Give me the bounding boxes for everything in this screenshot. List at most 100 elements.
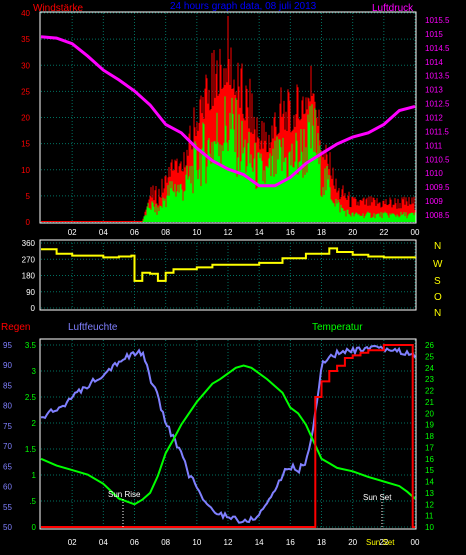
wind-x-tick-label: 00 bbox=[411, 228, 420, 237]
temperature-y-tick-label: 18 bbox=[425, 432, 434, 441]
pressure-y-tick-label: 1015 bbox=[425, 30, 443, 39]
pressure-y-tick-label: 1013 bbox=[425, 86, 443, 95]
rain-y-tick-label: 2.5 bbox=[25, 393, 37, 402]
pressure-y-tick-label: 1009.5 bbox=[425, 183, 450, 192]
lower-tick-labels: 02 04 06 08 10 12 14 16 18 20 22 000.511.522.533.55… bbox=[3, 341, 434, 547]
wind-x-tick-label: 16 bbox=[286, 228, 295, 237]
lower-x-tick-label: 04 bbox=[99, 538, 108, 547]
direction-y-tick-label: 0 bbox=[31, 304, 36, 313]
wind-y-tick-label: 0 bbox=[26, 218, 31, 227]
temperature-y-tick-label: 25 bbox=[425, 352, 434, 361]
pressure-y-tick-label: 1011.5 bbox=[425, 127, 449, 136]
pressure-axis-title: Luftdruck bbox=[372, 3, 414, 14]
wind-axis-title: Windstärke bbox=[33, 3, 83, 14]
rain-y-tick-label: 0 bbox=[32, 523, 37, 532]
lower-x-tick-label: 20 bbox=[348, 538, 357, 547]
pressure-series bbox=[40, 35, 416, 188]
wind-x-tick-label: 02 bbox=[68, 228, 77, 237]
temperature-y-tick-label: 15 bbox=[425, 466, 434, 475]
humidity-y-tick-label: 80 bbox=[3, 402, 12, 411]
humidity-y-tick-label: 70 bbox=[3, 442, 12, 451]
humidity-line bbox=[40, 344, 416, 524]
wind-x-tick-label: 10 bbox=[192, 228, 201, 237]
rain-y-tick-label: .5 bbox=[29, 497, 36, 506]
wind-y-tick-label: 30 bbox=[21, 61, 30, 70]
direction-grid bbox=[41, 242, 416, 309]
lower-x-tick-label: 06 bbox=[130, 538, 139, 547]
sunrise-label: Sun Rise bbox=[108, 490, 141, 499]
temperature-y-tick-label: 19 bbox=[425, 421, 434, 430]
rain-y-tick-label: 1.5 bbox=[25, 445, 37, 454]
humidity-y-tick-label: 75 bbox=[3, 422, 12, 431]
direction-series bbox=[41, 247, 416, 282]
wind-y-tick-label: 40 bbox=[21, 9, 30, 18]
pressure-y-tick-label: 1014.5 bbox=[425, 44, 450, 53]
direction-plot-frame bbox=[39, 239, 417, 311]
wind-x-tick-label: 06 bbox=[130, 228, 139, 237]
pressure-y-tick-label: 1008.5 bbox=[425, 211, 450, 220]
humidity-y-tick-label: 65 bbox=[3, 462, 12, 471]
direction-line bbox=[41, 247, 416, 282]
lower-x-tick-label: 00 bbox=[411, 538, 420, 547]
wind-x-tick-label: 14 bbox=[255, 228, 264, 237]
rain-y-tick-label: 1 bbox=[32, 471, 37, 480]
rain-line bbox=[41, 344, 415, 528]
temperature-y-tick-label: 20 bbox=[425, 409, 434, 418]
chart-title: 24 hours graph data, 08 juli 2013 bbox=[170, 1, 317, 12]
compass-letter-n-top: N bbox=[434, 241, 441, 252]
temperature-y-tick-label: 14 bbox=[425, 478, 434, 487]
humidity-y-tick-label: 95 bbox=[3, 341, 12, 350]
pressure-y-tick-label: 1012 bbox=[425, 114, 443, 123]
lower-x-tick-label: 12 bbox=[224, 538, 233, 547]
direction-tick-labels: 0 90 180 270 360 bbox=[22, 239, 36, 313]
sunset-label: Sun Set bbox=[363, 493, 392, 502]
pressure-y-tick-label: 1010 bbox=[425, 169, 443, 178]
wind-pressure-tick-labels: 02 04 06 08 10 12 14 16 18 20 22 000510152025303540… bbox=[21, 9, 450, 237]
temperature-series bbox=[40, 364, 416, 506]
temperature-y-tick-label: 11 bbox=[425, 512, 434, 521]
pressure-y-tick-label: 1014 bbox=[425, 58, 443, 67]
temperature-y-tick-label: 21 bbox=[425, 398, 434, 407]
lower-x-tick-label: 22 bbox=[379, 538, 388, 547]
pressure-y-tick-label: 1011 bbox=[425, 141, 443, 150]
temperature-y-tick-label: 12 bbox=[425, 500, 434, 509]
compass-letter-s: S bbox=[434, 276, 441, 287]
wind-x-tick-label: 12 bbox=[224, 228, 233, 237]
pressure-y-tick-label: 1013.5 bbox=[425, 72, 450, 81]
lower-x-tick-label: 16 bbox=[286, 538, 295, 547]
wind-x-tick-label: 08 bbox=[161, 228, 170, 237]
lower-x-tick-label: 02 bbox=[68, 538, 77, 547]
temperature-y-tick-label: 26 bbox=[425, 341, 434, 350]
lower-plot-frame bbox=[39, 338, 417, 530]
wind-x-tick-label: 18 bbox=[317, 228, 326, 237]
wind-x-tick-label: 20 bbox=[348, 228, 357, 237]
lower-x-tick-label: 18 bbox=[317, 538, 326, 547]
wind-x-tick-label: 22 bbox=[379, 228, 388, 237]
temperature-y-tick-label: 13 bbox=[425, 489, 434, 498]
temperature-y-tick-label: 24 bbox=[425, 364, 434, 373]
compass-letter-o: O bbox=[434, 292, 442, 303]
pressure-line bbox=[40, 35, 416, 188]
rain-y-tick-label: 2 bbox=[32, 419, 37, 428]
direction-y-tick-label: 180 bbox=[22, 272, 36, 281]
temperature-y-tick-label: 22 bbox=[425, 387, 434, 396]
rain-y-tick-label: 3 bbox=[32, 367, 37, 376]
pressure-y-tick-label: 1009 bbox=[425, 197, 443, 206]
wind-pressure-plot-frame bbox=[39, 11, 417, 224]
humidity-y-tick-label: 55 bbox=[3, 503, 12, 512]
rain-series bbox=[41, 344, 415, 528]
temperature-line bbox=[40, 364, 416, 506]
temperature-y-tick-label: 16 bbox=[425, 455, 434, 464]
wind-x-tick-label: 04 bbox=[99, 228, 108, 237]
humidity-y-tick-label: 60 bbox=[3, 483, 12, 492]
compass-letters: N W S O N bbox=[433, 241, 443, 319]
wind-y-tick-label: 15 bbox=[21, 140, 30, 149]
direction-y-tick-label: 360 bbox=[22, 239, 36, 248]
footer-label: Sun Set bbox=[366, 538, 395, 547]
lower-grid bbox=[41, 340, 416, 528]
pressure-y-tick-label: 1012.5 bbox=[425, 100, 450, 109]
humidity-series bbox=[40, 344, 416, 524]
wind-y-tick-label: 20 bbox=[21, 114, 30, 123]
wind-y-tick-label: 25 bbox=[21, 87, 30, 96]
